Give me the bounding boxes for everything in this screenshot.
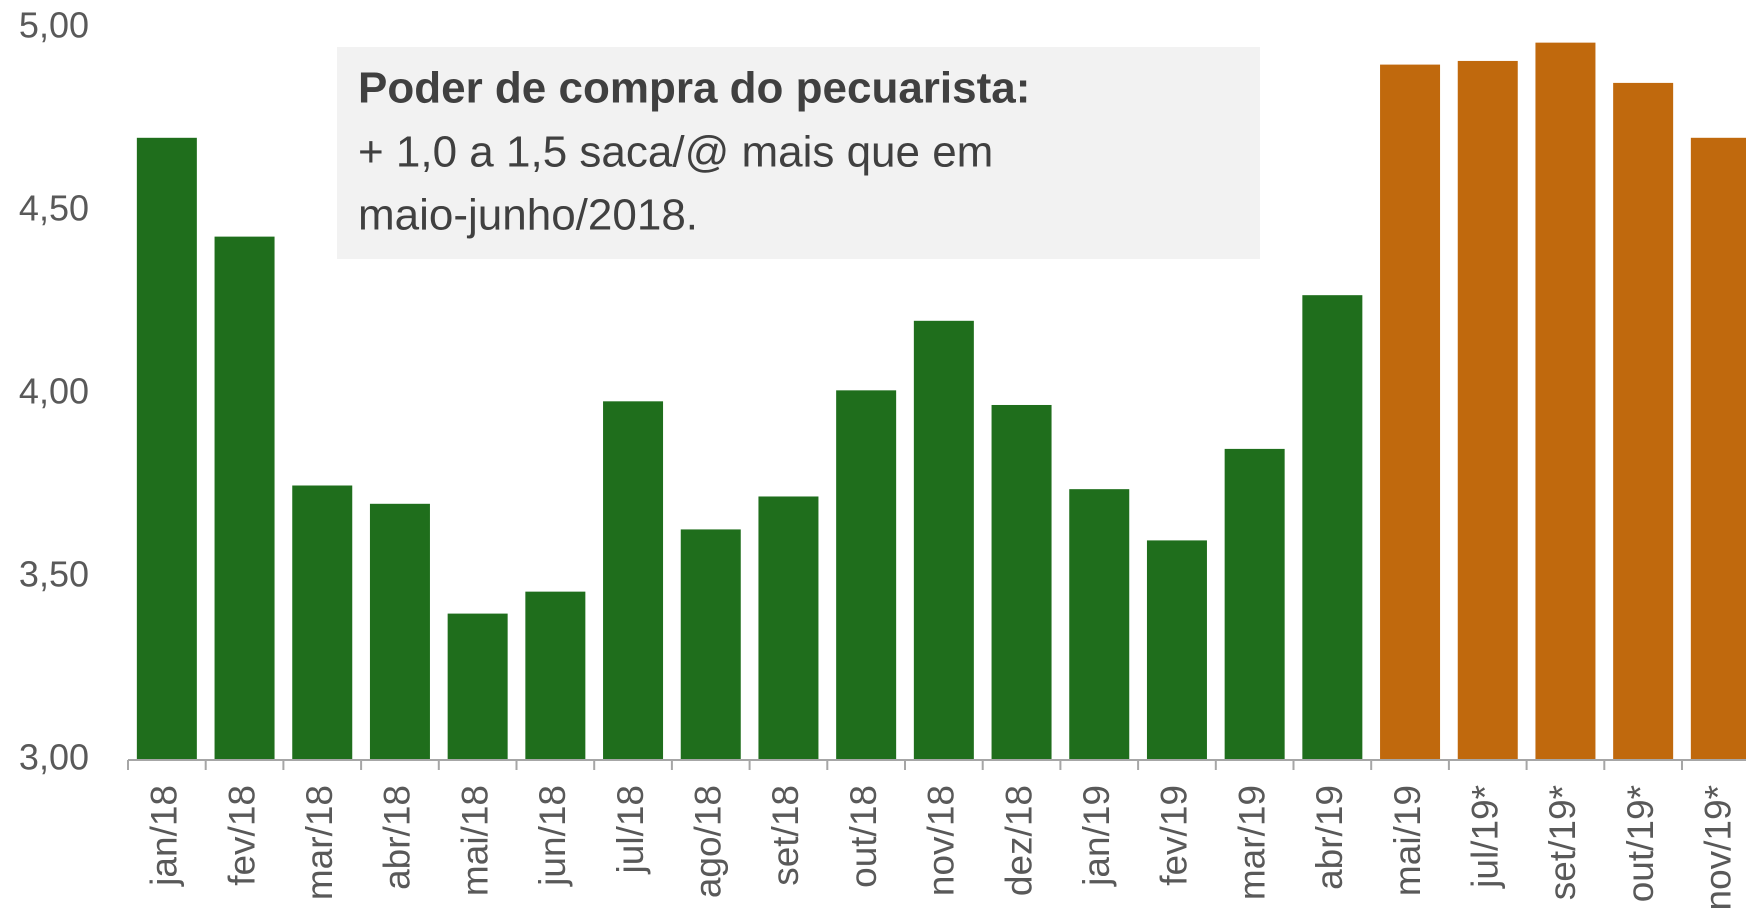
bar [758, 496, 819, 760]
x-tick-label: mar/18 [299, 785, 340, 900]
x-tick-label: abr/18 [377, 785, 418, 890]
bar [1302, 295, 1363, 760]
bar [214, 236, 275, 760]
bar [1457, 60, 1518, 760]
y-tick-label: 5,00 [19, 5, 89, 46]
x-tick-label: mar/19 [1231, 785, 1272, 900]
bar [991, 404, 1052, 760]
x-tick-label: nov/19* [1698, 785, 1739, 911]
bar [1069, 489, 1130, 760]
x-tick-label: ago/18 [688, 785, 729, 898]
x-tick-label: jun/18 [532, 785, 573, 887]
x-tick-label: set/19* [1542, 785, 1583, 900]
annotation-box [337, 47, 1260, 259]
x-tick-label: set/18 [765, 785, 806, 886]
bar [603, 401, 664, 760]
x-tick-label: fev/18 [221, 785, 262, 886]
x-tick-label: abr/19 [1309, 785, 1350, 890]
x-tick-label: jul/18 [610, 785, 651, 874]
annotation-line: maio-junho/2018. [358, 191, 698, 240]
y-tick-label: 3,00 [19, 737, 89, 778]
bar [136, 137, 197, 761]
x-tick-label: jan/19 [1076, 785, 1117, 887]
bar [1146, 540, 1207, 760]
bar [525, 591, 586, 760]
bar [1690, 137, 1746, 761]
x-tick-label: jul/19* [1465, 785, 1506, 889]
x-tick-label: jan/18 [144, 785, 185, 887]
bar [836, 390, 897, 760]
bar [447, 613, 508, 760]
y-tick-label: 4,00 [19, 371, 89, 412]
y-tick-label: 3,50 [19, 554, 89, 595]
x-tick-label: dez/18 [998, 785, 1039, 896]
annotation-line: + 1,0 a 1,5 saca/@ mais que em [358, 128, 993, 177]
bar [1380, 64, 1441, 761]
x-tick-label: nov/18 [921, 785, 962, 896]
x-tick-label: out/19* [1620, 785, 1661, 902]
y-tick-label: 4,50 [19, 188, 89, 229]
bar [913, 320, 974, 760]
bar [680, 529, 741, 760]
bar [1613, 82, 1674, 760]
annotation-title: Poder de compra do pecuarista: [358, 64, 1030, 113]
bar [1535, 42, 1596, 760]
bar [292, 485, 353, 760]
x-tick-label: mai/19 [1387, 785, 1428, 896]
bar [369, 503, 430, 760]
bar [1224, 448, 1285, 760]
x-tick-label: mai/18 [454, 785, 495, 896]
x-tick-label: fev/19 [1154, 785, 1195, 886]
x-tick-label: out/18 [843, 785, 884, 888]
